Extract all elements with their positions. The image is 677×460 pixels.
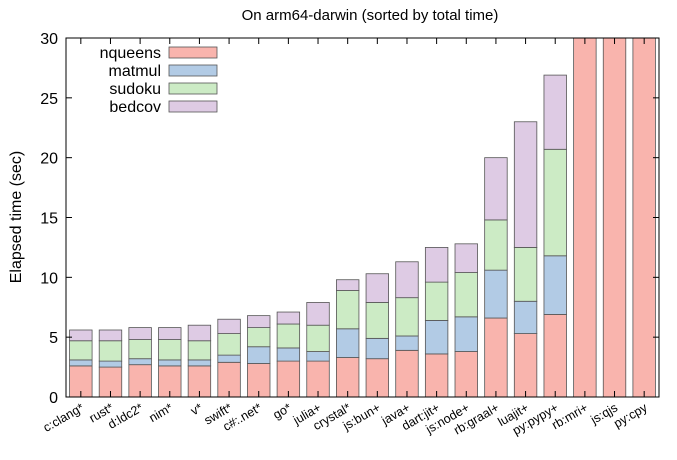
bar-bedcov-1 <box>98 329 123 342</box>
bar-matmul-2 <box>128 358 152 366</box>
bar-sudoku-0 <box>69 340 93 361</box>
legend-label-sudoku: sudoku <box>109 81 161 98</box>
bar-matmul-0 <box>69 359 93 367</box>
bar-sudoku-11 <box>395 297 419 337</box>
bar-bedcov-6 <box>247 315 271 329</box>
bar-sudoku-1 <box>98 340 123 362</box>
legend-swatch-nqueens <box>168 46 218 59</box>
bar-sudoku-13 <box>454 272 478 318</box>
bar-sudoku-14 <box>484 219 508 271</box>
y-tick-label: 25 <box>40 91 58 108</box>
bars-layer <box>69 37 656 398</box>
y-tick-label: 15 <box>40 211 58 228</box>
bar-matmul-13 <box>454 316 478 352</box>
bar-nqueens-15 <box>513 333 538 398</box>
bar-nqueens-13 <box>454 351 478 398</box>
bar-sudoku-15 <box>513 247 538 302</box>
bar-matmul-3 <box>158 359 182 367</box>
x-tick-label: py:cpy <box>611 400 650 431</box>
bar-bedcov-4 <box>187 324 212 342</box>
bar-matmul-7 <box>276 347 301 362</box>
bar-bedcov-3 <box>158 327 182 340</box>
bar-matmul-1 <box>98 360 123 368</box>
legend-swatch-bedcov <box>168 100 218 113</box>
x-tick-label: nim* <box>147 400 176 425</box>
y-axis-label: Elapsed time (sec) <box>8 151 25 284</box>
bar-bedcov-0 <box>69 329 93 342</box>
bar-matmul-15 <box>513 300 538 334</box>
bar-matmul-12 <box>424 320 449 355</box>
legend-swatch-matmul <box>168 64 218 77</box>
bar-bedcov-7 <box>276 311 301 325</box>
bar-nqueens-18 <box>602 37 627 398</box>
bar-nqueens-14 <box>484 317 508 398</box>
bar-matmul-4 <box>187 359 212 367</box>
x-tick-label: c:clang* <box>41 400 87 434</box>
bar-matmul-5 <box>217 354 241 363</box>
bar-matmul-14 <box>484 269 508 319</box>
bar-sudoku-8 <box>306 324 330 352</box>
bar-sudoku-3 <box>158 339 182 361</box>
bar-bedcov-11 <box>395 261 419 299</box>
bar-matmul-10 <box>365 337 389 360</box>
bar-sudoku-9 <box>336 290 360 330</box>
bar-sudoku-4 <box>187 340 212 361</box>
y-tick-label: 0 <box>49 390 58 407</box>
bar-sudoku-12 <box>424 281 449 321</box>
bar-bedcov-5 <box>217 318 241 334</box>
y-tick-label: 5 <box>49 330 58 347</box>
bar-nqueens-16 <box>543 314 567 398</box>
bar-matmul-8 <box>306 351 330 362</box>
bar-bedcov-14 <box>484 157 508 221</box>
bar-sudoku-2 <box>128 339 152 360</box>
bar-bedcov-9 <box>336 279 360 291</box>
bar-bedcov-10 <box>365 273 389 303</box>
y-tick-label: 20 <box>40 151 58 168</box>
chart-title: On arm64-darwin (sorted by total time) <box>242 7 499 24</box>
bar-nqueens-19 <box>632 37 656 398</box>
bar-sudoku-6 <box>247 327 271 348</box>
legend-label-nqueens: nqueens <box>100 45 161 62</box>
bar-matmul-6 <box>247 346 271 364</box>
bar-matmul-11 <box>395 335 419 351</box>
y-tick-label: 10 <box>40 270 58 287</box>
bar-nqueens-11 <box>395 349 419 398</box>
bar-matmul-9 <box>336 328 360 358</box>
legend-label-bedcov: bedcov <box>109 99 161 116</box>
bar-bedcov-13 <box>454 243 478 273</box>
bar-nqueens-12 <box>424 353 449 398</box>
bar-nqueens-17 <box>573 37 597 398</box>
bar-bedcov-15 <box>513 121 538 248</box>
x-tick-label: go* <box>271 400 294 422</box>
bar-sudoku-7 <box>276 323 301 349</box>
legend-swatch-sudoku <box>168 82 218 95</box>
bar-bedcov-8 <box>306 302 330 326</box>
bar-bedcov-2 <box>128 327 152 340</box>
bar-sudoku-5 <box>217 333 241 356</box>
bar-bedcov-16 <box>543 74 567 150</box>
bar-sudoku-10 <box>365 302 389 339</box>
legend-label-matmul: matmul <box>109 63 161 80</box>
bar-sudoku-16 <box>543 148 567 257</box>
bar-bedcov-12 <box>424 247 449 283</box>
bar-matmul-16 <box>543 255 567 315</box>
y-tick-label: 30 <box>40 31 58 48</box>
